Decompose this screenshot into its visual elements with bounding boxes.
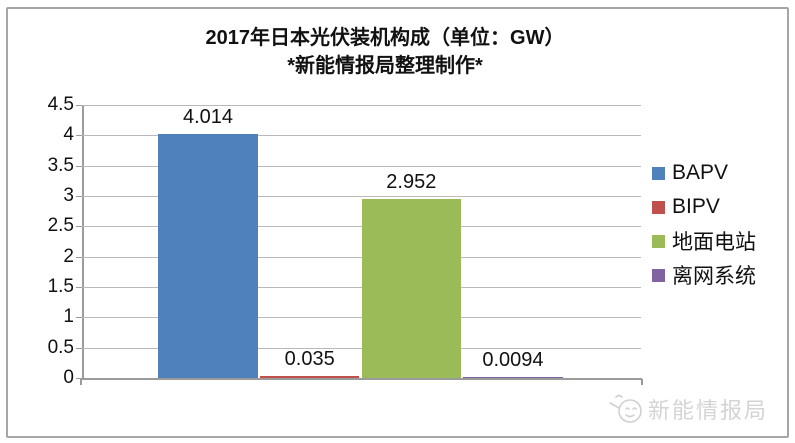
chart-title-line1: 2017年日本光伏装机构成（单位：GW） xyxy=(205,27,565,49)
legend-swatch-icon xyxy=(652,166,665,180)
legend-item-3: 地面电站 xyxy=(652,224,756,258)
y-axis-labels: 0 0.5 1 1.5 2 2.5 3 3.5 4 4.5 xyxy=(18,94,74,388)
watermark-label: 新能情报局 xyxy=(648,398,769,423)
smiley-face-icon xyxy=(609,394,642,423)
gridline-3.5 xyxy=(82,165,641,167)
bar-value-label-1: 4.014 xyxy=(183,106,234,129)
bar-series-3 xyxy=(361,198,462,378)
y-tick-1.5 xyxy=(76,287,82,288)
y-tick-3 xyxy=(76,196,82,197)
gridline-4 xyxy=(82,135,641,137)
x-axis-line xyxy=(81,378,642,380)
bar-value-label-3: 2.952 xyxy=(386,170,437,193)
chart-title: 2017年日本光伏装机构成（单位：GW） *新能情报局整理制作* xyxy=(75,24,695,80)
y-tick-4.5 xyxy=(76,105,82,106)
x-axis-left-tick xyxy=(80,379,82,385)
y-axis-line xyxy=(82,105,84,378)
y-tick-label-4: 4 xyxy=(63,124,74,146)
y-tick-4 xyxy=(76,135,82,137)
plot-area: 4.014 0.035 2.952 0.0094 xyxy=(76,105,643,385)
bar-value-label-4: 0.0094 xyxy=(482,349,544,372)
legend-label: 地面电站 xyxy=(672,231,756,254)
y-tick-label-0: 0 xyxy=(63,367,74,388)
y-tick-1 xyxy=(76,317,82,319)
y-tick-0.5 xyxy=(76,347,82,349)
y-tick-label-0.5: 0.5 xyxy=(47,336,74,358)
chart-title-line2: *新能情报局整理制作* xyxy=(287,55,483,77)
legend-swatch-icon xyxy=(652,268,665,282)
legend-item-2: BIPV xyxy=(652,190,756,224)
y-tick-label-1: 1 xyxy=(63,306,74,328)
y-tick-label-4.5: 4.5 xyxy=(47,94,74,115)
legend-label: 离网系统 xyxy=(672,265,756,288)
legend-swatch-icon xyxy=(652,200,665,214)
chart-legend: BAPV BIPV 地面电站离网系统 xyxy=(652,156,756,292)
bar-series-1 xyxy=(158,134,258,378)
y-tick-2.5 xyxy=(76,226,82,228)
legend-item-1: BAPV xyxy=(652,156,756,190)
y-tick-label-2: 2 xyxy=(63,245,74,267)
gridline-3 xyxy=(82,196,641,197)
y-tick-label-3.5: 3.5 xyxy=(47,154,74,176)
legend-label: BIPV xyxy=(672,195,720,218)
y-tick-3.5 xyxy=(76,165,82,167)
legend-item-4: 离网系统 xyxy=(652,258,756,292)
bar-value-label-2: 0.035 xyxy=(284,347,335,370)
y-tick-2 xyxy=(76,256,82,258)
legend-label: BAPV xyxy=(672,161,729,184)
bar-series-2 xyxy=(259,375,360,378)
y-tick-label-3: 3 xyxy=(63,185,74,206)
y-tick-label-1.5: 1.5 xyxy=(47,276,74,297)
x-axis-right-tick xyxy=(641,379,643,385)
gridline-4.5 xyxy=(82,105,641,106)
bar-series-4 xyxy=(463,377,563,378)
y-tick-label-2.5: 2.5 xyxy=(47,215,74,237)
y-tick-0 xyxy=(76,378,82,379)
legend-swatch-icon xyxy=(652,234,665,248)
watermark: 新能情报局 xyxy=(606,389,768,429)
